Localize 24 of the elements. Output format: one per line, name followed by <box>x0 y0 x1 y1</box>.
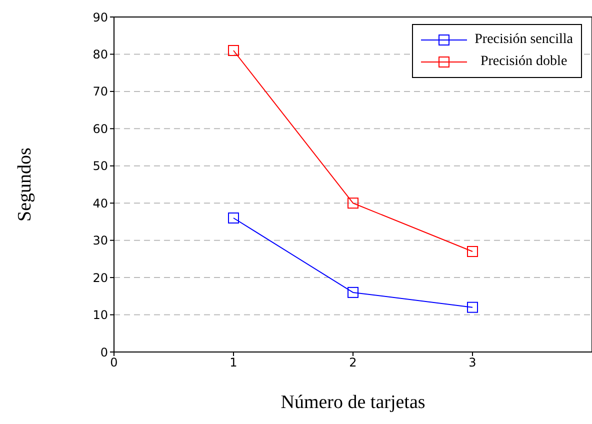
legend-label: Precisión doble <box>479 54 568 70</box>
y-tick-label: 10 <box>92 308 108 322</box>
point <box>467 302 478 313</box>
x-tick-label: 1 <box>230 356 238 370</box>
y-tick-label: 60 <box>92 122 108 136</box>
y-tick-label: 70 <box>92 84 108 99</box>
y-axis-title: Segundos <box>14 148 36 222</box>
point <box>228 212 239 224</box>
y-tick-label: 20 <box>92 270 108 285</box>
y-tick-label: 0 <box>100 345 108 360</box>
y-tick-label: 50 <box>92 159 108 174</box>
x-axis-title: Número de tarjetas <box>280 392 426 413</box>
legend-label: Precisión sencilla <box>474 32 573 48</box>
x-tick-label: 0 <box>110 356 118 370</box>
y-tick-label: 90 <box>92 10 108 24</box>
y-tick-label: 80 <box>92 47 108 62</box>
y-tick-label: 30 <box>92 234 108 248</box>
x-tick-label: 2 <box>349 356 357 370</box>
point <box>467 246 478 257</box>
y-tick-label: 40 <box>92 196 108 210</box>
point <box>228 45 239 56</box>
x-tick-label: 3 <box>468 356 476 370</box>
point <box>348 198 358 209</box>
point <box>348 286 358 298</box>
